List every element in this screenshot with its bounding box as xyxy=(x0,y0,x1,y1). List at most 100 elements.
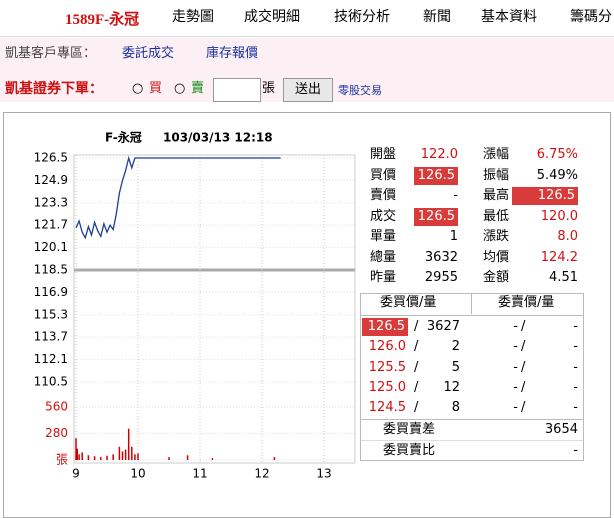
y-tick-label: 113.7 xyxy=(34,330,68,344)
quote-label: 漲跌 xyxy=(483,229,510,244)
ask-qty: - xyxy=(573,400,578,416)
ask-price: - xyxy=(513,400,518,416)
divider xyxy=(361,315,583,316)
quote-label: 最高 xyxy=(483,188,510,203)
quote-value: 2955 xyxy=(424,270,458,285)
y-tick-label: 118.5 xyxy=(34,263,68,277)
sep: / xyxy=(521,400,526,416)
x-tick-label: 9 xyxy=(72,467,80,481)
y-tick-label: 116.9 xyxy=(34,285,68,299)
ask-qty: - xyxy=(573,379,578,395)
quote-label: 買價 xyxy=(370,167,397,183)
sep: / xyxy=(414,339,419,355)
quote-label: 昨量 xyxy=(370,270,397,285)
y-tick-label: 126.5 xyxy=(34,151,68,165)
sep: / xyxy=(414,319,419,334)
nav-tab[interactable]: 基本資料 xyxy=(481,9,537,25)
x-tick-label: 11 xyxy=(192,467,207,481)
divider xyxy=(361,419,583,420)
nav-tab[interactable]: 成交明細 xyxy=(244,9,300,25)
quote-label: 單量 xyxy=(370,229,397,244)
ask-qty: - xyxy=(573,319,578,334)
quote-label: 最低 xyxy=(483,208,510,224)
order-label: 凱基證券下單： xyxy=(5,81,103,97)
quote-label: 開盤 xyxy=(370,147,397,162)
quote-value: 3632 xyxy=(424,249,458,265)
ask-price: - xyxy=(513,379,518,395)
summary-value: - xyxy=(573,443,578,458)
bid-qty: 5 xyxy=(451,359,460,375)
bid-price: 126.5 xyxy=(362,318,408,336)
ask-price: - xyxy=(513,339,518,355)
x-tick-label: 13 xyxy=(316,467,331,481)
quote-value: 1 xyxy=(449,229,458,244)
sep: / xyxy=(414,379,419,395)
order-book xyxy=(360,293,584,461)
link[interactable]: 庫存報價 xyxy=(206,46,259,61)
y-tick-label: 121.7 xyxy=(34,218,68,232)
quote-value: 6.75% xyxy=(536,147,578,162)
volume-tick-label: 560 xyxy=(45,400,68,414)
nav-tab[interactable]: 新聞 xyxy=(423,9,451,25)
radio[interactable]: ○ xyxy=(132,81,144,96)
nav-tab[interactable]: 技術分析 xyxy=(334,9,390,25)
divider xyxy=(361,440,583,441)
summary-label: 委買賣差 xyxy=(383,422,436,437)
y-tick-label: 120.1 xyxy=(34,240,68,254)
quote-value: 120.0 xyxy=(540,208,578,224)
bid-qty: 3627 xyxy=(426,319,460,334)
nav-tab[interactable]: 籌碼分 xyxy=(570,9,612,25)
sep: / xyxy=(414,359,419,375)
submit-button[interactable]: 送出 xyxy=(283,78,333,102)
plot-frame xyxy=(73,154,356,464)
bid-price: 125.5 xyxy=(368,359,406,375)
quote-label: 漲幅 xyxy=(483,147,510,162)
odd-lot-link[interactable]: 零股交易 xyxy=(338,84,382,97)
quote-value: 124.2 xyxy=(540,249,578,265)
chart-timestamp: 103/03/13 12:18 xyxy=(163,131,273,145)
sep: / xyxy=(521,379,526,395)
nav-tab[interactable]: 走勢圖 xyxy=(172,9,214,25)
bid-price: 125.0 xyxy=(368,379,406,395)
quote-value: 126.5 xyxy=(414,166,458,185)
bid-price: 124.5 xyxy=(368,400,406,416)
quote-value: 126.5 xyxy=(414,207,458,226)
book-header: 委買價/量 xyxy=(380,295,437,310)
quote-label: 金額 xyxy=(483,270,510,285)
nav-bar xyxy=(0,0,614,37)
unit: 張 xyxy=(262,81,276,96)
bid-qty: 8 xyxy=(451,400,460,416)
radio[interactable]: ○ xyxy=(174,81,186,96)
quote-label: 賣價 xyxy=(370,188,397,203)
sep: / xyxy=(521,359,526,375)
price-line xyxy=(75,155,281,240)
quote-value: 122.0 xyxy=(420,147,458,162)
x-tick-label: 12 xyxy=(254,467,269,481)
quote-value: 5.49% xyxy=(536,167,578,183)
ask-qty: - xyxy=(573,359,578,375)
y-tick-label: 110.5 xyxy=(34,375,68,389)
chart-title: F-永冠 xyxy=(105,130,142,145)
bid-qty: 12 xyxy=(443,379,460,395)
quote-label: 振幅 xyxy=(483,167,510,183)
client-label: 凱基客戶專區： xyxy=(5,46,97,61)
quote-label: 總量 xyxy=(370,249,397,265)
volume-tick-label: 280 xyxy=(45,426,68,440)
qty-input[interactable] xyxy=(213,78,261,102)
volume-tick-label: 張 xyxy=(56,453,68,467)
chart: F-永冠 103/03/13 12:18 126.5 124.9 123.3 121.… xyxy=(34,130,356,481)
link[interactable]: 委託成交 xyxy=(122,46,175,61)
ask-qty: - xyxy=(573,339,578,355)
quote-value: 126.5 xyxy=(512,187,578,205)
y-tick-label: 115.3 xyxy=(34,307,68,321)
quote-label: 成交 xyxy=(370,208,397,224)
y-tick-label: 112.1 xyxy=(34,352,68,366)
ask-price: - xyxy=(513,319,518,334)
sell-label: 賣 xyxy=(191,81,205,96)
stock-name: 1589F-永冠 xyxy=(65,12,140,28)
divider xyxy=(471,294,472,314)
sep: / xyxy=(521,319,526,334)
x-tick-label: 10 xyxy=(130,467,145,481)
book-header: 委賣價/量 xyxy=(498,295,555,310)
